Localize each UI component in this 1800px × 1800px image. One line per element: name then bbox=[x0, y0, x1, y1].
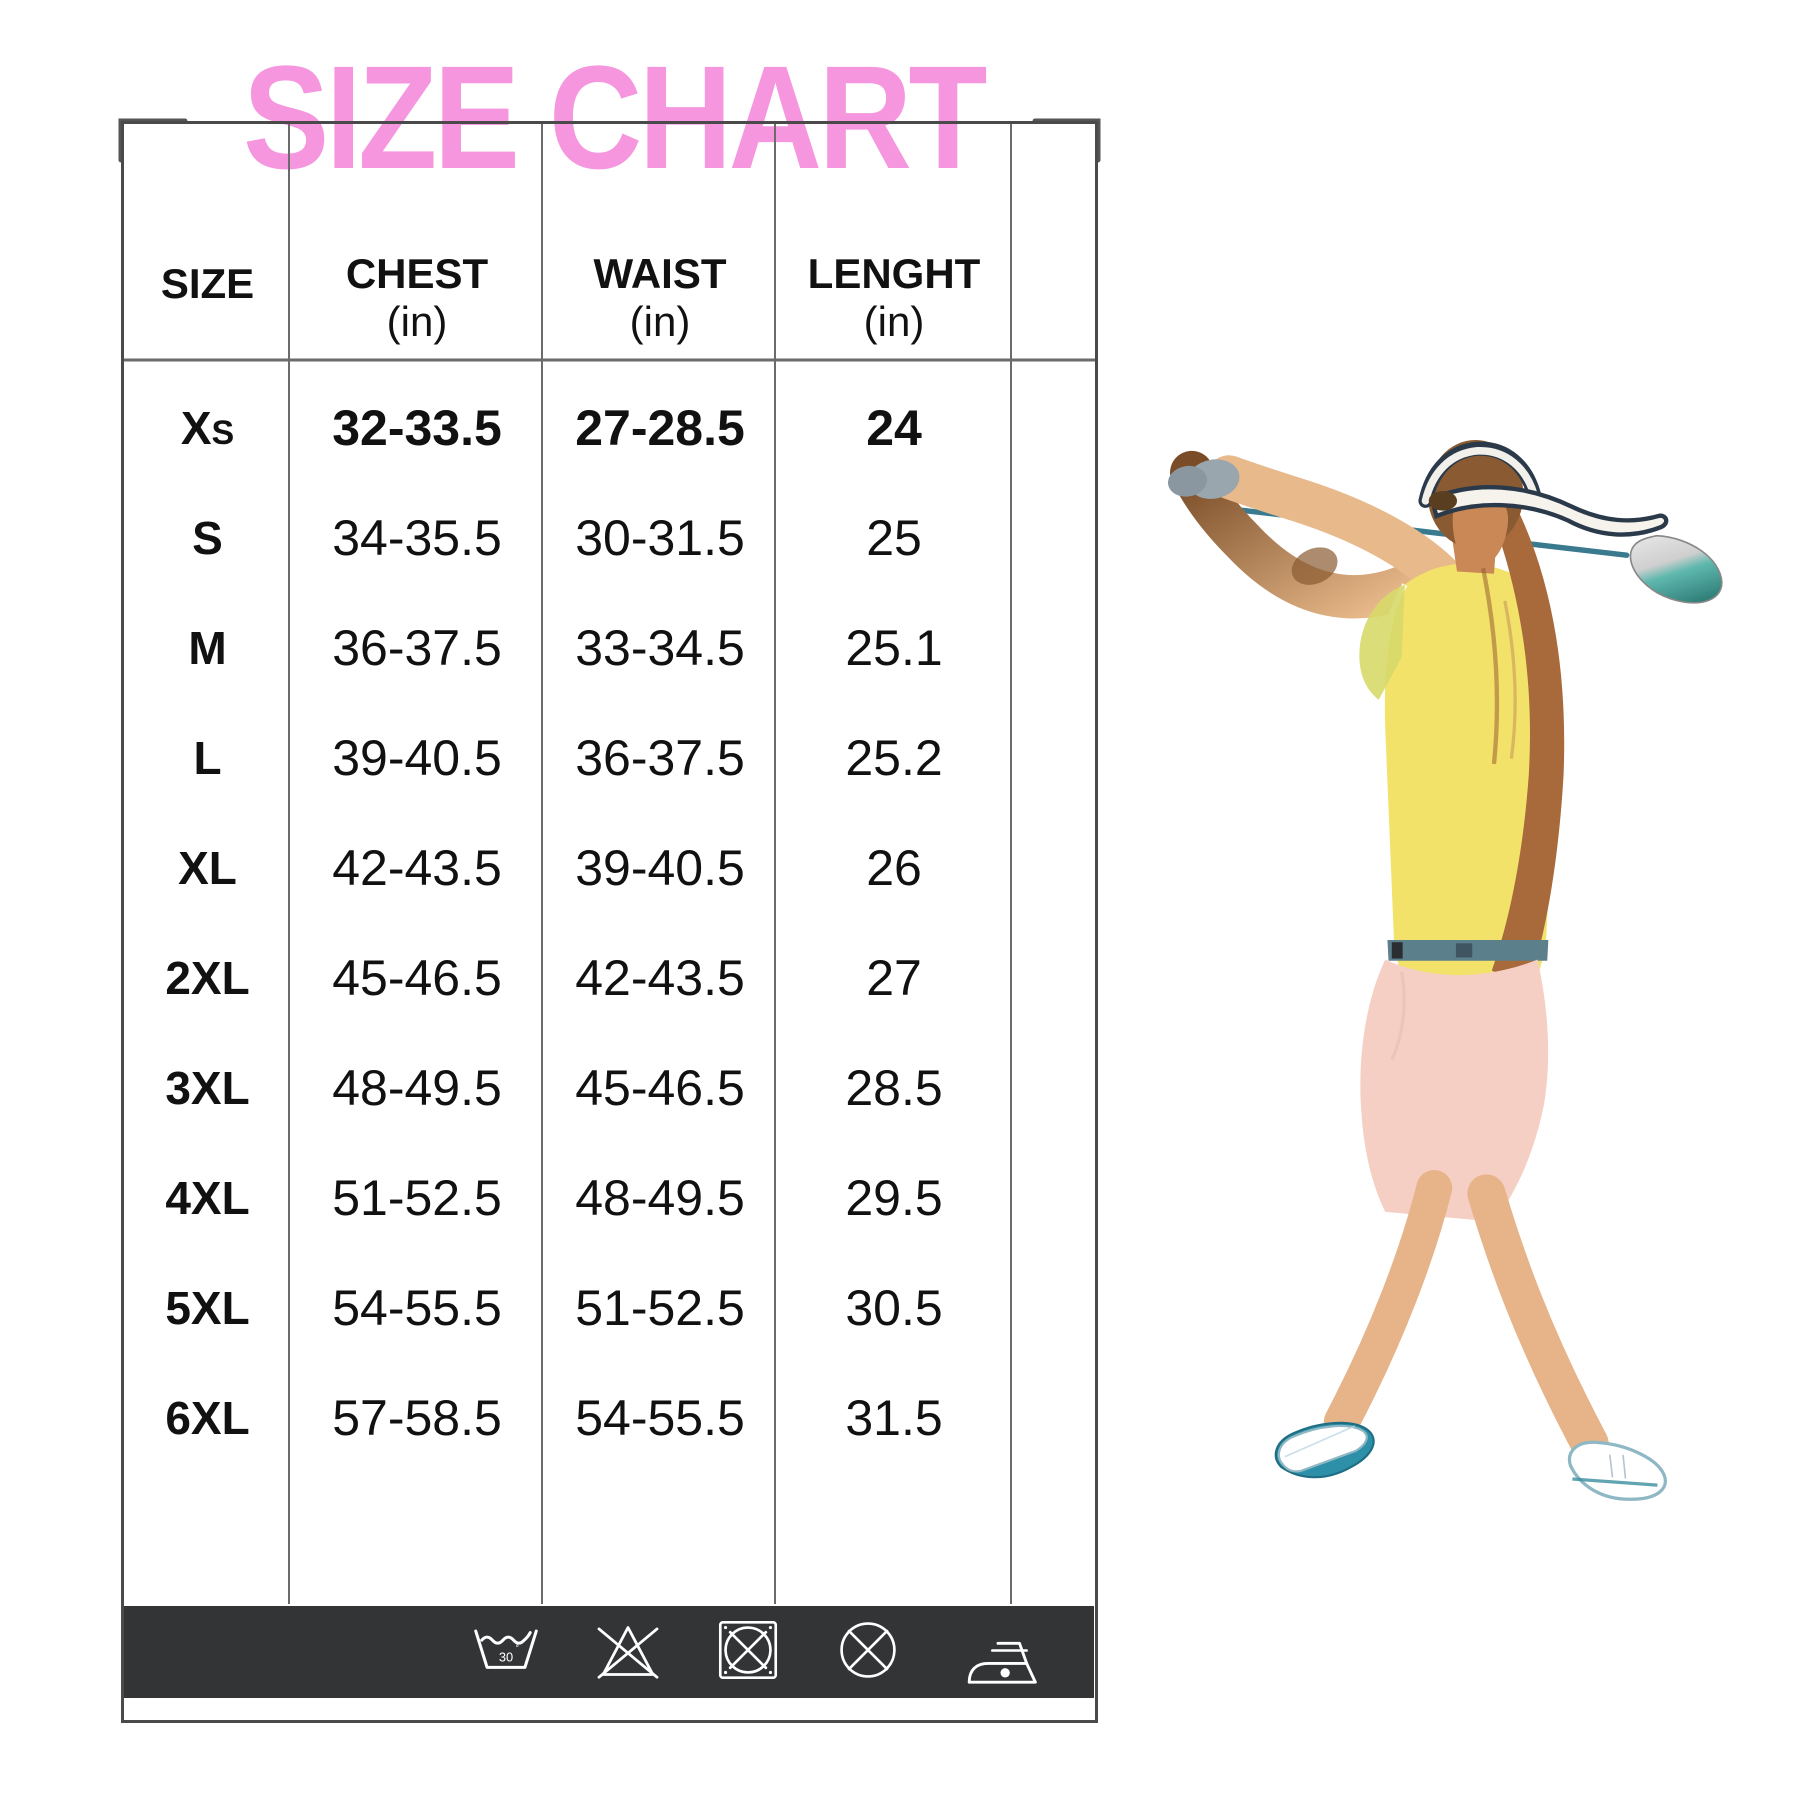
svg-text:°: ° bbox=[516, 1643, 519, 1653]
svg-text:30: 30 bbox=[499, 1649, 513, 1664]
